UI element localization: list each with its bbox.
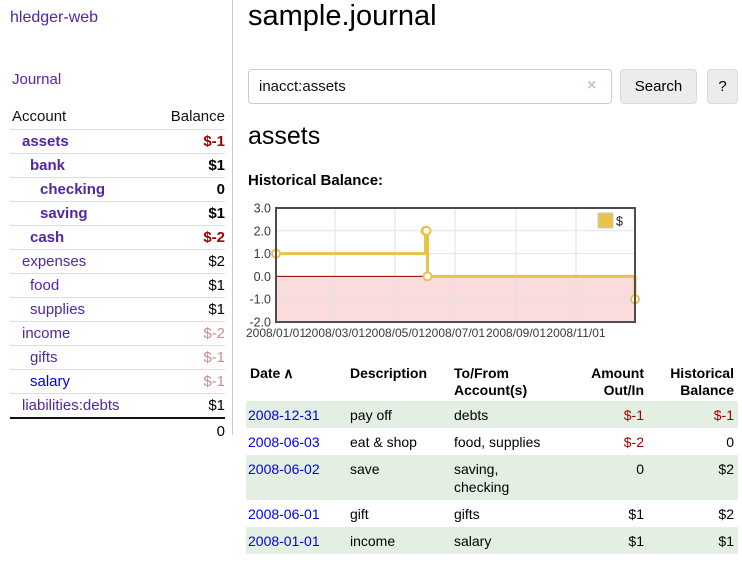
svg-text:3.0: 3.0 [254,202,271,216]
transaction-description: gift [350,506,369,522]
account-balance: 0 [216,181,225,198]
sidebar-account-bank[interactable]: bank [30,157,66,174]
register-header-balance: Historical Balance [670,365,734,398]
sidebar: hledger-web Journal Account Balance asse… [0,0,233,440]
chart-title: Historical Balance: [248,172,384,189]
svg-text:2008/07/01: 2008/07/01 [425,326,485,340]
transaction-amount: $1 [628,506,644,522]
register-header-description: Description [350,365,428,381]
transaction-description: eat & shop [350,434,417,450]
account-balance: $1 [208,157,225,174]
account-balance: $-2 [203,229,225,246]
account-balance: $-1 [203,133,225,150]
search-button[interactable]: Search [620,69,697,104]
transaction-date-link[interactable]: 2008-06-02 [248,461,320,477]
sidebar-account-liabilities-debts[interactable]: liabilities:debts [22,397,120,414]
svg-text:0.0: 0.0 [254,270,271,284]
svg-text:-1.0: -1.0 [249,293,271,307]
sidebar-account-cash[interactable]: cash [30,229,65,246]
search-bar: × Search ? [248,69,742,105]
transaction-balance: 0 [726,434,734,450]
accounts-column-header: Account [12,108,67,125]
transaction-date-link[interactable]: 2008-12-31 [248,407,320,423]
table-row: 2008-06-02 save saving, checking 0 $2 [246,455,738,500]
transaction-accounts: salary [454,533,492,549]
transaction-date-link[interactable]: 2008-06-03 [248,434,320,450]
help-button[interactable]: ? [707,69,738,104]
register-header-accounts: To/From Account(s) [454,365,528,398]
transaction-amount: $-2 [623,434,644,450]
transaction-description: save [350,461,380,477]
table-row: 2008-12-31 pay off debts $-1 $-1 [246,401,738,428]
sidebar-account-income[interactable]: income [22,325,71,342]
transaction-date-link[interactable]: 2008-06-01 [248,506,320,522]
sidebar-item-journal[interactable]: Journal [12,71,62,88]
transaction-accounts: debts [454,407,489,423]
transaction-amount: $1 [628,533,644,549]
accounts-table: Account Balance assets $-1 bank $1 checkin… [10,105,225,443]
transaction-balance: $-1 [713,407,734,423]
transaction-accounts: saving, checking [454,461,510,495]
account-balance: $-2 [203,325,225,342]
transaction-description: pay off [350,407,392,423]
svg-text:2.0: 2.0 [254,224,271,238]
sidebar-account-gifts[interactable]: gifts [30,349,58,366]
transaction-amount: 0 [636,461,644,477]
sidebar-account-supplies[interactable]: supplies [30,301,86,318]
svg-text:2008/05/01: 2008/05/01 [365,326,425,340]
account-heading: assets [248,122,321,150]
sidebar-account-food[interactable]: food [30,277,60,294]
svg-text:-2.0: -2.0 [249,316,271,330]
sort-asc-icon: ∧ [283,365,294,381]
page-title: sample.journal [248,0,437,32]
svg-text:2008/09/01: 2008/09/01 [486,326,546,340]
sidebar-account-checking[interactable]: checking [40,181,106,198]
transaction-balance: $2 [718,506,734,522]
sidebar-account-expenses[interactable]: expenses [22,253,87,270]
transaction-date-link[interactable]: 2008-01-01 [248,533,320,549]
table-row: 2008-06-03 eat & shop food, supplies $-2… [246,428,738,455]
sidebar-account-assets[interactable]: assets [22,133,69,150]
sidebar-account-saving[interactable]: saving [40,205,88,222]
register-header-date[interactable]: Date ∧ [250,365,294,381]
table-row: 2008-01-01 income salary $1 $1 [246,527,738,554]
register-table: Date ∧ Description To/From Account(s) Amo… [246,363,738,554]
svg-text:$: $ [616,215,623,229]
svg-text:2008/03/01: 2008/03/01 [305,326,365,340]
sidebar-account-salary[interactable]: salary [30,373,71,390]
transaction-accounts: gifts [454,506,480,522]
svg-text:1.0: 1.0 [254,247,271,261]
transaction-balance: $2 [718,461,734,477]
account-balance: $-1 [203,373,225,390]
transaction-amount: $-1 [623,407,644,423]
clear-search-icon[interactable]: × [587,77,597,94]
svg-text:2008/01/01: 2008/01/01 [246,326,306,340]
main-content: sample.journal × Search ? assets Histori… [246,0,742,582]
search-input[interactable] [248,69,612,104]
account-balance: $1 [208,277,225,294]
historical-balance-chart[interactable]: 3.0 2.0 1.0 0.0 -1.0 -2.02008/01/012008/03/01… [246,200,742,348]
balance-column-header: Balance [170,108,225,125]
account-balance: $-1 [203,349,225,366]
account-balance: $2 [208,253,225,270]
svg-text:2008/11/01: 2008/11/01 [546,326,605,340]
account-balance: $1 [208,205,225,222]
accounts-total: 0 [216,422,225,440]
transaction-balance: $1 [718,533,734,549]
register-header-amount: Amount Out/In [591,365,644,398]
table-row: 2008-06-01 gift gifts $1 $2 [246,500,738,527]
account-balance: $1 [208,397,225,414]
app-title-link[interactable]: hledger-web [10,9,99,26]
transaction-accounts: food, supplies [454,434,541,450]
account-balance: $1 [208,301,225,318]
transaction-description: income [350,533,396,549]
